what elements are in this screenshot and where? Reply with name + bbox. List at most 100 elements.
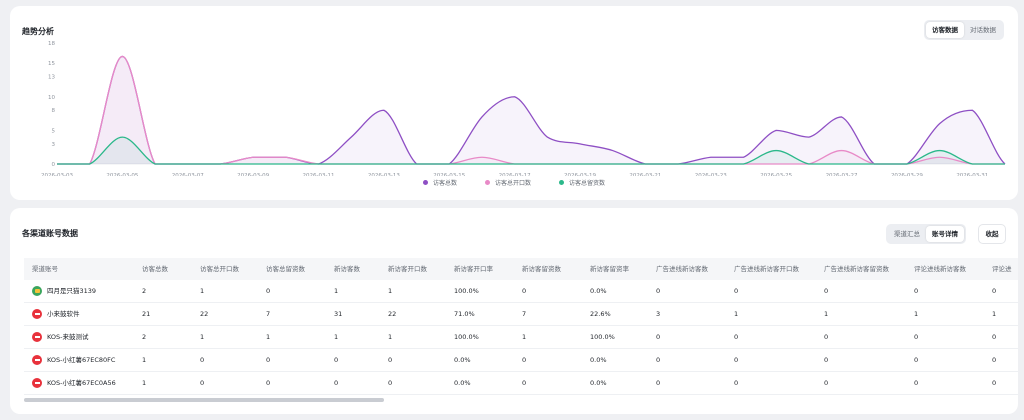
table-cell: 0 <box>522 379 527 387</box>
horizontal-scrollbar[interactable] <box>24 398 384 402</box>
account-name: 四月是只猫3139 <box>47 287 97 295</box>
x-tick-label: 2026-03-31 <box>956 173 988 176</box>
table-cell: 0 <box>914 333 919 341</box>
legend-item[interactable]: 访客总开口数 <box>484 178 531 187</box>
table-cell: 0 <box>200 356 205 364</box>
trend-card: 趋势分析 访客数据 对话数据 0 3 5 8 10 13 15 18 2026-03-03 202… <box>10 6 1018 200</box>
y-tick-label: 3 <box>52 142 56 148</box>
xiaohongshu-icon <box>32 378 42 388</box>
table-cell: 0 <box>824 379 829 387</box>
x-tick-label: 2026-03-25 <box>760 173 792 176</box>
table-cell: 1 <box>914 310 919 318</box>
table-header: 渠道账号 访客总数 访客总开口数 访客总留资数 新访客数 新访客开口数 新访客开口率 新访客留… <box>24 258 1018 280</box>
table-cell: 1 <box>200 287 205 295</box>
table-cell: 0 <box>992 333 997 341</box>
column-header: 新访客开口数 <box>388 265 427 273</box>
table-cell: 22.6% <box>590 310 611 318</box>
account-cell: KOS-来鼓测试 <box>32 326 89 348</box>
table-cell: 0 <box>656 379 661 387</box>
table-cell: 0 <box>266 287 271 295</box>
table-cell: 0.0% <box>454 379 471 387</box>
y-tick-label: 5 <box>52 128 56 134</box>
table-cell: 1 <box>266 333 271 341</box>
y-tick-label: 10 <box>48 95 55 101</box>
table-cell: 0 <box>334 356 339 364</box>
table-cell: 1 <box>334 333 339 341</box>
table-cell: 100.0% <box>454 287 479 295</box>
series-area-2 <box>57 137 1005 164</box>
x-tick-label: 2026-03-17 <box>499 173 531 176</box>
tab-account-details[interactable]: 账号详情 <box>926 226 964 242</box>
xiaohongshu-icon <box>32 332 42 342</box>
table-cell: 0 <box>734 333 739 341</box>
table-cell: 0 <box>388 356 393 364</box>
accounts-table: 渠道账号 访客总数 访客总开口数 访客总留资数 新访客数 新访客开口数 新访客开口率 新访客留… <box>24 258 1018 406</box>
table-cell: 0 <box>266 356 271 364</box>
account-name: 小来鼓软件 <box>47 310 80 318</box>
x-tick-label: 2026-03-11 <box>303 173 335 176</box>
table-cell: 7 <box>266 310 271 318</box>
table-cell: 0.0% <box>590 379 607 387</box>
chart-legend: 访客总数 访客总开口数 访客总留资数 <box>10 178 1018 187</box>
table-row: KOS-小红薯67EC0A56 1 0 0 0 0 0.0% 0 0.0% 0 0 0 0 0 <box>24 372 1018 395</box>
table-cell: 0 <box>824 356 829 364</box>
table-tabs: 渠道汇总 账号详情 <box>886 224 966 244</box>
table-title: 各渠道账号数据 <box>22 229 78 238</box>
column-header: 新访客留资数 <box>522 265 561 273</box>
legend-label: 访客总开口数 <box>494 180 531 187</box>
table-cell: 0 <box>734 379 739 387</box>
x-tick-label: 2026-03-15 <box>433 173 465 176</box>
tab-conversation-data[interactable]: 对话数据 <box>970 26 996 34</box>
x-tick-label: 2026-03-29 <box>891 173 923 176</box>
table-cell: 22 <box>388 310 397 318</box>
table-row: KOS-小红薯67EC80FC 1 0 0 0 0 0.0% 0 0.0% 0 0 0 0 0 <box>24 349 1018 372</box>
table-cell: 1 <box>388 287 393 295</box>
legend-dot-icon <box>422 180 428 185</box>
account-name: KOS-小红薯67EC0A56 <box>47 379 116 387</box>
x-tick-label: 2026-03-21 <box>629 173 661 176</box>
column-header: 广告进线新访客数 <box>656 265 708 273</box>
trend-chart: 0 3 5 8 10 13 15 18 2026-03-03 2026-03-05 2026-03-… <box>41 41 1006 176</box>
y-tick-label: 15 <box>48 61 55 67</box>
x-tick-label: 2026-03-13 <box>368 173 400 176</box>
table-cell: 0 <box>824 333 829 341</box>
table-cell: 1 <box>142 356 147 364</box>
table-cell: 0 <box>734 356 739 364</box>
table-cell: 71.0% <box>454 310 475 318</box>
column-header: 访客总留资数 <box>266 265 305 273</box>
account-cell: 小来鼓软件 <box>32 303 80 325</box>
xiaohongshu-icon <box>32 309 42 319</box>
column-header: 访客总开口数 <box>200 265 239 273</box>
table-cell: 0 <box>522 356 527 364</box>
table-row: KOS-来鼓测试 2 1 1 1 1 100.0% 1 100.0% 0 0 0 0 0 <box>24 326 1018 349</box>
table-cell: 0 <box>656 356 661 364</box>
table-cell: 0 <box>824 287 829 295</box>
tab-visitor-data[interactable]: 访客数据 <box>926 22 964 38</box>
column-header: 访客总数 <box>142 265 168 273</box>
legend-dot-icon <box>484 180 490 185</box>
legend-item[interactable]: 访客总数 <box>422 178 457 187</box>
table-cell: 1 <box>334 287 339 295</box>
x-tick-label: 2026-03-23 <box>695 173 727 176</box>
tab-channel-summary[interactable]: 渠道汇总 <box>894 230 920 238</box>
table-cell: 0 <box>656 287 661 295</box>
table-cell: 0 <box>656 333 661 341</box>
table-cell: 7 <box>522 310 527 318</box>
table-cell: 1 <box>388 333 393 341</box>
table-cell: 31 <box>334 310 343 318</box>
account-cell: 四月是只猫3139 <box>32 280 96 302</box>
table-row: 四月是只猫3139 2 1 0 1 1 100.0% 0 0.0% 0 0 0 0 0 <box>24 280 1018 303</box>
account-cell: KOS-小红薯67EC0A56 <box>32 372 116 394</box>
table-cell: 1 <box>200 333 205 341</box>
x-tick-label: 2026-03-03 <box>41 173 73 176</box>
table-cell: 21 <box>142 310 151 318</box>
table-cell: 100.0% <box>590 333 615 341</box>
table-cell: 0 <box>992 379 997 387</box>
legend-label: 访客总数 <box>432 180 457 187</box>
legend-item[interactable]: 访客总留资数 <box>559 178 605 187</box>
wechat-avatar-icon <box>32 286 42 296</box>
x-tick-label: 2026-03-05 <box>106 173 138 176</box>
series-line-2 <box>56 136 1005 165</box>
y-tick-label: 0 <box>52 162 56 168</box>
collapse-button[interactable]: 收起 <box>978 224 1006 244</box>
